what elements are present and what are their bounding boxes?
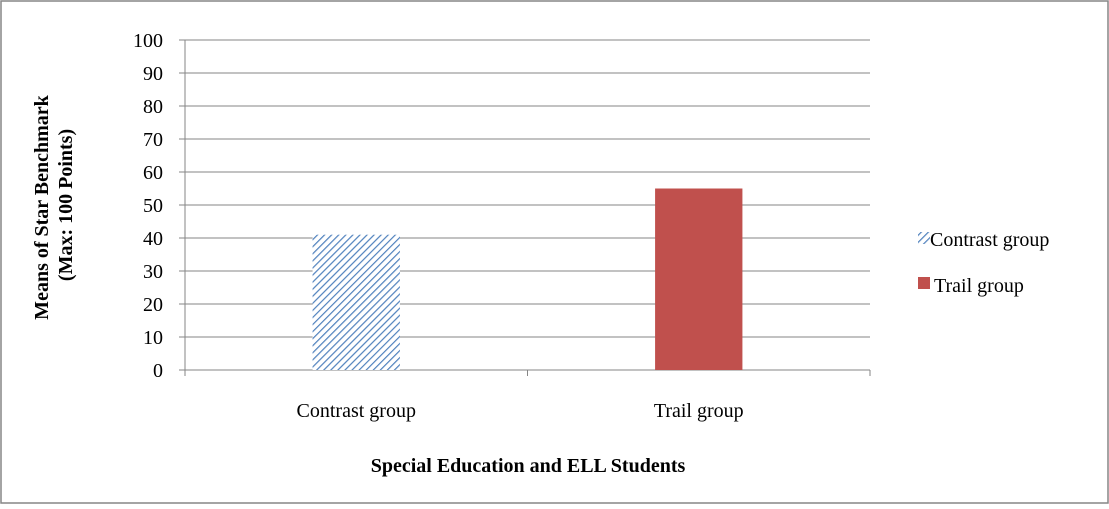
legend-item-trail-group: Trail group (918, 275, 1024, 297)
y-tick-label: 30 (143, 261, 163, 283)
y-tick-label: 90 (143, 63, 163, 85)
y-tick-label: 80 (143, 96, 163, 118)
y-tick-label: 10 (143, 327, 163, 349)
x-axis-title: Special Education and ELL Students (371, 455, 686, 477)
legend-swatch-contrast-group (918, 232, 930, 244)
axes (179, 39, 871, 376)
legend-item-contrast-group: Contrast group (918, 229, 1049, 251)
legend: Contrast group Trail group (918, 229, 1049, 297)
bar-trail-group (655, 188, 743, 370)
y-axis-title-line-2: (Max: 100 Points) (55, 129, 77, 281)
bars (312, 188, 743, 370)
legend-swatch-trail-group (918, 277, 930, 289)
y-tick-label: 40 (143, 228, 163, 250)
y-axis-title: Means of Star Benchmark (Max: 100 Points… (31, 90, 77, 320)
gridlines (185, 39, 870, 338)
x-tick-label-trail-group: Trail group (654, 400, 744, 422)
y-tick-label: 60 (143, 162, 163, 184)
y-tick-label: 0 (153, 360, 163, 382)
x-tick-labels: Contrast group Trail group (297, 400, 744, 422)
y-tick-label: 100 (133, 30, 163, 52)
y-tick-labels: 0 10 20 30 40 50 60 70 80 90 100 (133, 30, 163, 382)
bar-contrast-group (312, 234, 400, 370)
y-tick-label: 70 (143, 129, 163, 151)
x-tick-label-contrast-group: Contrast group (297, 400, 416, 422)
y-axis-title-line-1: Means of Star Benchmark (31, 94, 53, 319)
y-tick-label: 50 (143, 195, 163, 217)
y-tick-label: 20 (143, 294, 163, 316)
legend-label-contrast-group: Contrast group (930, 229, 1049, 251)
legend-label-trail-group: Trail group (934, 275, 1024, 297)
